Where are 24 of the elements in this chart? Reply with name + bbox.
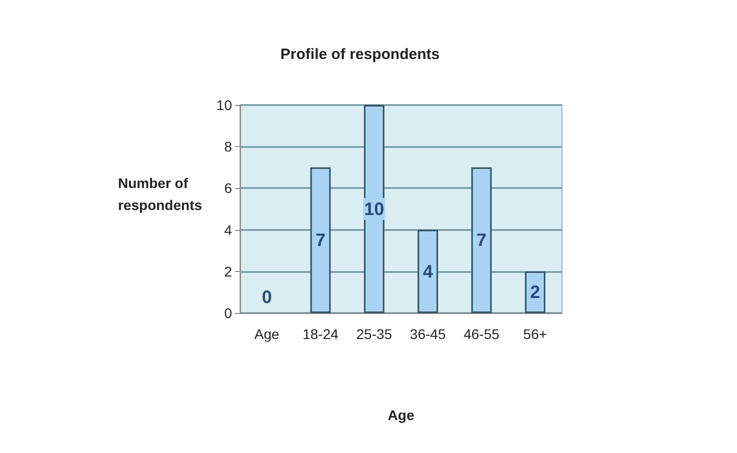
data-label: 10 bbox=[364, 199, 384, 219]
x-tick-label: 25-35 bbox=[356, 326, 392, 342]
data-label: 7 bbox=[315, 230, 326, 250]
y-tick-label: 0 bbox=[224, 305, 232, 321]
x-axis-title: Age bbox=[388, 407, 414, 423]
data-label: 2 bbox=[530, 282, 540, 302]
x-tick-label: Age bbox=[254, 326, 280, 342]
x-tick-label: 46-55 bbox=[464, 326, 500, 342]
bar bbox=[310, 167, 331, 313]
y-tick-label: 8 bbox=[224, 138, 232, 155]
chart-title: Profile of respondents bbox=[280, 46, 440, 63]
data-label: 7 bbox=[476, 230, 487, 250]
y-tick-label: 10 bbox=[216, 97, 232, 113]
x-tick-label: 36-45 bbox=[410, 326, 446, 342]
bar bbox=[471, 167, 492, 313]
x-tick-label: 18-24 bbox=[302, 326, 339, 342]
y-tick-label: 4 bbox=[224, 222, 232, 238]
data-label: 4 bbox=[422, 261, 433, 282]
y-axis-title: Number of respondents bbox=[118, 175, 202, 213]
bar bbox=[364, 105, 384, 313]
y-tick-label: 2 bbox=[224, 263, 232, 280]
y-tick-label: 6 bbox=[224, 180, 232, 196]
x-tick-label: 56+ bbox=[523, 326, 548, 342]
data-label: 0 bbox=[262, 287, 272, 307]
